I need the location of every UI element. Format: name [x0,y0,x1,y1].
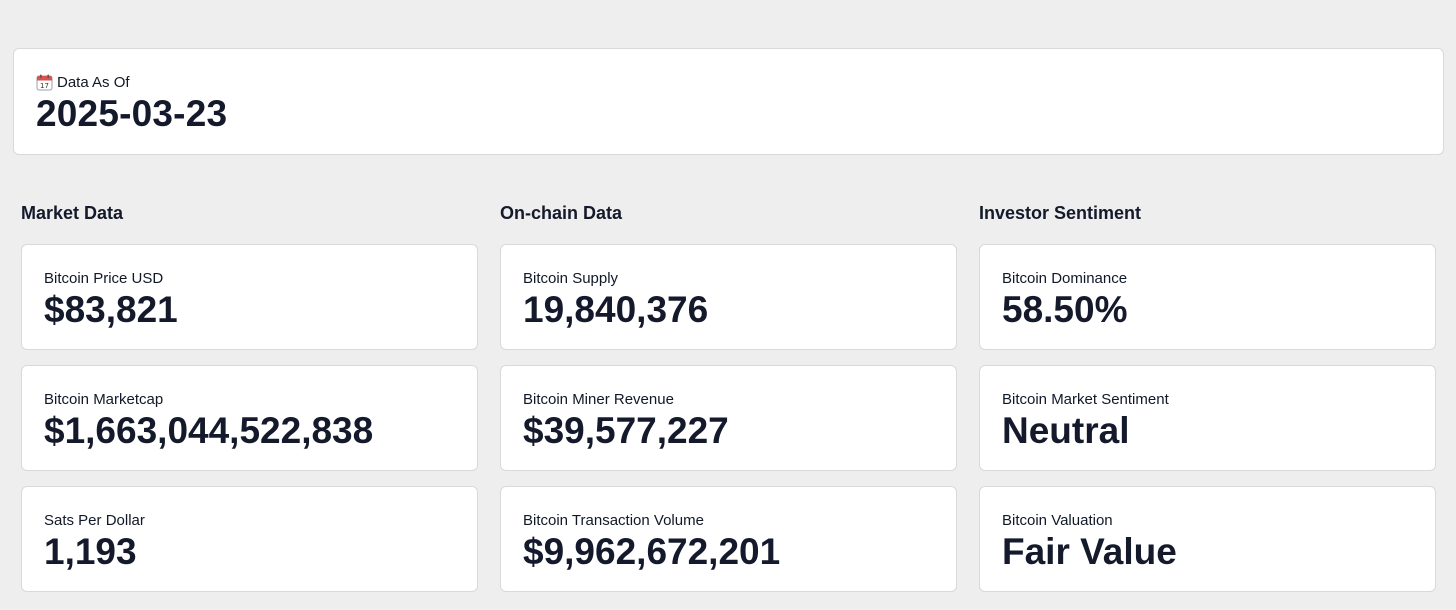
section-title-on-chain-data: On-chain Data [500,203,623,223]
metric-card-bitcoin-miner-revenue: Bitcoin Miner Revenue $39,577,227 [500,365,957,471]
metric-label: Bitcoin Dominance [1002,270,1128,287]
metric-label: Bitcoin Supply [523,270,619,287]
metric-label: Bitcoin Transaction Volume [523,512,704,529]
metric-card-bitcoin-transaction-volume: Bitcoin Transaction Volume $9,962,672,20… [500,486,957,592]
svg-text:17: 17 [40,82,49,90]
data-as-of-date: 2025-03-23 [36,93,228,134]
metric-label: Bitcoin Miner Revenue [523,391,674,408]
data-as-of-card: 17 Data As Of 2025-03-23 [13,48,1444,155]
metric-card-bitcoin-market-sentiment: Bitcoin Market Sentiment Neutral [979,365,1436,471]
metric-value: 19,840,376 [523,289,709,330]
metric-label: Bitcoin Price USD [44,270,164,287]
metric-value: Neutral [1002,410,1130,451]
metric-label: Bitcoin Market Sentiment [1002,391,1169,408]
metric-card-bitcoin-price-usd: Bitcoin Price USD $83,821 [21,244,478,350]
metric-value: Fair Value [1002,531,1177,572]
metric-value: $39,577,227 [523,410,729,451]
metric-value: 1,193 [44,531,137,572]
metric-value: $1,663,044,522,838 [44,410,374,451]
metric-label: Bitcoin Valuation [1002,512,1113,529]
metric-card-bitcoin-marketcap: Bitcoin Marketcap $1,663,044,522,838 [21,365,478,471]
calendar-icon: 17 [36,74,53,91]
data-as-of-label-row: 17 Data As Of [36,74,130,91]
metric-value: $9,962,672,201 [523,531,781,572]
data-as-of-label: Data As Of [57,74,130,91]
metric-card-bitcoin-valuation: Bitcoin Valuation Fair Value [979,486,1436,592]
metric-value: 58.50% [1002,289,1128,330]
section-title-market-data: Market Data [21,203,124,223]
section-title-investor-sentiment: Investor Sentiment [979,203,1142,223]
metric-value: $83,821 [44,289,178,330]
metric-card-sats-per-dollar: Sats Per Dollar 1,193 [21,486,478,592]
metric-label: Sats Per Dollar [44,512,145,529]
metric-card-bitcoin-supply: Bitcoin Supply 19,840,376 [500,244,957,350]
metric-card-bitcoin-dominance: Bitcoin Dominance 58.50% [979,244,1436,350]
metric-label: Bitcoin Marketcap [44,391,164,408]
